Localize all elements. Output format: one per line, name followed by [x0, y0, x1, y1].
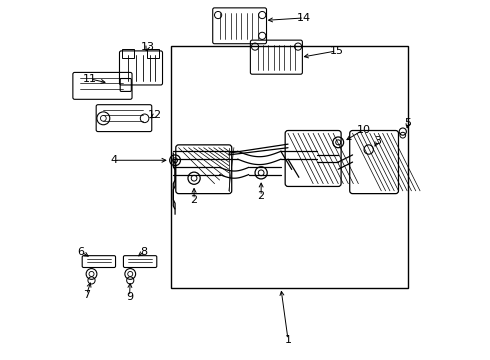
Text: 1: 1 [285, 334, 292, 345]
Text: 13: 13 [141, 42, 154, 52]
Text: 10: 10 [356, 125, 370, 135]
Text: 6: 6 [77, 247, 84, 257]
Text: 11: 11 [83, 74, 97, 84]
Text: 15: 15 [329, 46, 343, 56]
Text: 9: 9 [126, 292, 133, 302]
Text: 14: 14 [297, 13, 311, 23]
Text: 12: 12 [147, 111, 162, 121]
Text: 8: 8 [140, 247, 147, 257]
Text: 4: 4 [111, 155, 118, 165]
Text: 2: 2 [191, 195, 197, 205]
Text: 3: 3 [374, 136, 381, 145]
Text: 2: 2 [258, 191, 265, 201]
Bar [172, 45, 408, 288]
Text: 5: 5 [405, 118, 412, 128]
Text: 7: 7 [83, 290, 90, 300]
